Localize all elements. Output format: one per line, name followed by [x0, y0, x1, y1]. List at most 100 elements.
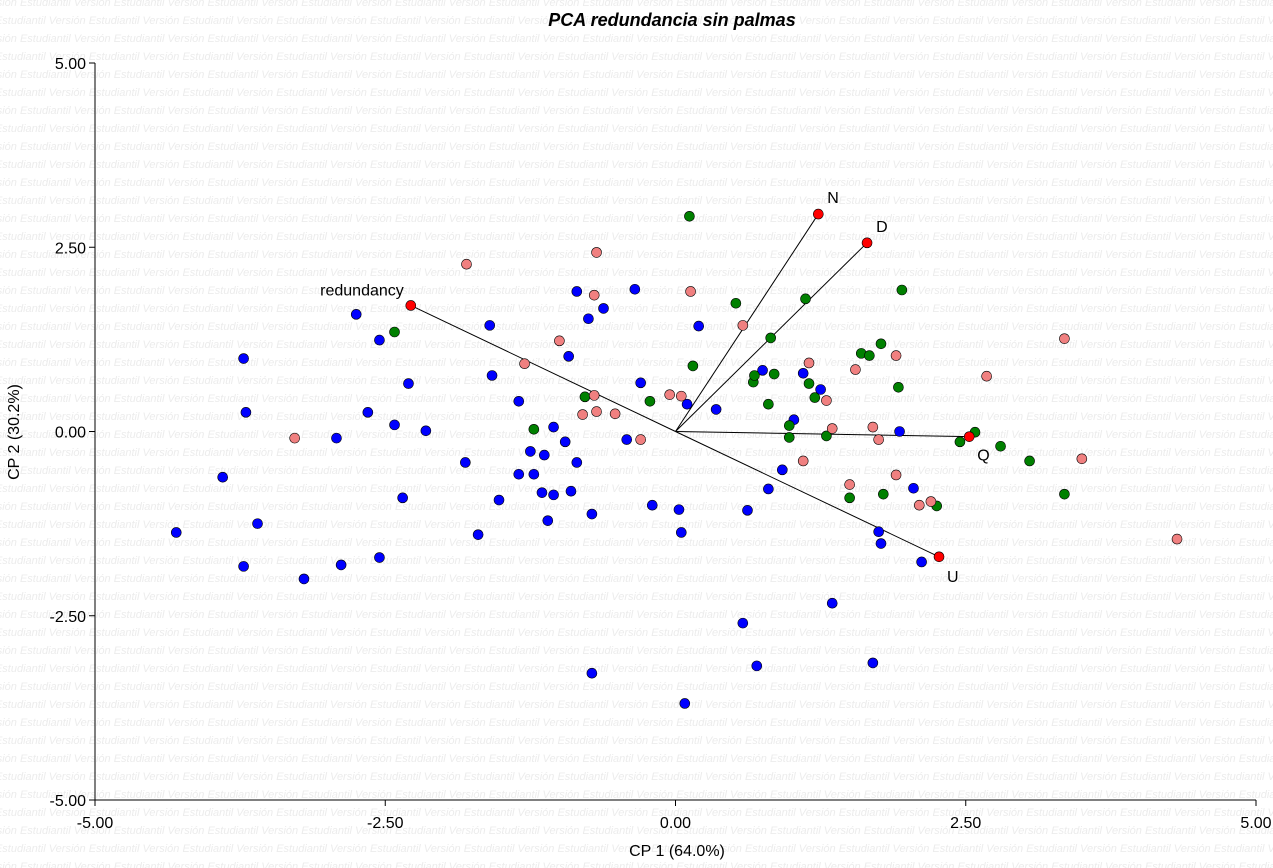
data-point-green	[800, 293, 811, 305]
data-point-blue	[875, 538, 887, 549]
data-points	[170, 210, 1183, 709]
vector-line	[675, 431, 940, 558]
y-axis-label: CP 2 (30.2%)	[6, 384, 23, 480]
data-point-blue	[484, 320, 496, 331]
data-point-pink	[873, 434, 884, 445]
data-point-blue	[397, 492, 408, 504]
data-point-blue	[420, 425, 432, 437]
data-point-pink	[821, 395, 832, 406]
data-point-blue	[403, 378, 414, 389]
x-tick-label: -2.50	[367, 815, 404, 832]
data-point-green	[893, 381, 904, 393]
vector-point	[933, 551, 945, 563]
y-tick-label: -2.50	[50, 609, 87, 626]
data-point-blue	[586, 508, 598, 520]
vector-label: redundancy	[320, 282, 404, 299]
vector-point	[813, 208, 824, 220]
y-tick-label: 2.50	[55, 240, 86, 257]
data-point-green	[389, 326, 400, 338]
data-point-green	[875, 338, 887, 350]
x-axis-label: CP 1 (64.0%)	[629, 843, 725, 860]
data-point-blue	[559, 436, 571, 448]
data-point-blue	[681, 398, 693, 410]
data-point-blue	[621, 434, 633, 445]
data-point-blue	[238, 353, 249, 364]
data-point-blue	[513, 468, 525, 480]
vector-label: U	[947, 569, 959, 586]
data-point-green	[1024, 455, 1035, 467]
y-tick-label: -5.00	[50, 793, 87, 810]
data-point-blue	[374, 552, 385, 563]
data-point-pink	[737, 320, 749, 331]
data-point-green	[995, 440, 1006, 452]
data-point-blue	[757, 365, 768, 376]
data-point-blue	[362, 407, 374, 418]
data-point-blue	[542, 515, 554, 526]
y-tick-label: 5.00	[55, 56, 86, 73]
data-point-pink	[826, 423, 838, 434]
data-point-blue	[460, 457, 471, 468]
data-point-green	[749, 370, 760, 381]
data-point-green	[821, 430, 832, 442]
data-point-green	[1059, 488, 1070, 500]
data-point-blue	[374, 334, 385, 346]
vector-line	[410, 305, 676, 432]
data-point-blue	[742, 505, 753, 516]
data-point-blue	[586, 667, 598, 679]
data-point-blue	[763, 483, 774, 495]
data-point-pink	[588, 390, 600, 401]
data-point-green	[768, 368, 780, 380]
data-point-blue	[867, 657, 879, 669]
vector-lines	[410, 213, 970, 558]
x-tick-label: -5.00	[77, 815, 114, 832]
vector-point	[861, 237, 873, 249]
vector-point	[963, 431, 975, 442]
data-point-pink	[803, 357, 815, 369]
data-point-blue	[528, 468, 540, 480]
data-point-green	[579, 391, 591, 403]
data-point-blue	[777, 464, 788, 476]
data-point-green	[896, 284, 908, 296]
data-point-pink	[676, 390, 687, 402]
data-point-blue	[472, 529, 484, 540]
x-tick-label: 5.00	[1240, 815, 1271, 832]
data-point-pink	[685, 286, 696, 297]
data-point-green	[864, 350, 875, 361]
data-point-blue	[908, 482, 919, 494]
data-point-pink	[519, 358, 530, 369]
data-point-blue	[571, 457, 583, 468]
data-point-green	[684, 210, 695, 222]
data-point-pink	[664, 389, 675, 400]
vector-label: D	[876, 219, 888, 236]
data-point-blue	[331, 432, 342, 444]
data-point-blue	[635, 377, 646, 389]
data-point-green	[783, 420, 795, 431]
data-point-blue	[548, 489, 559, 501]
x-tick-label: 0.00	[660, 815, 691, 832]
data-point-pink	[981, 370, 992, 382]
vector-label: N	[827, 190, 839, 207]
data-point-blue	[493, 494, 505, 506]
vector-point	[405, 300, 417, 311]
data-point-blue	[673, 504, 685, 515]
data-point-pink	[609, 408, 621, 420]
data-point-pink	[1059, 333, 1070, 344]
data-point-blue	[240, 407, 252, 418]
data-point-blue	[298, 573, 310, 585]
data-point-blue	[916, 556, 927, 568]
data-point-pink	[591, 247, 602, 258]
chart-title: PCA redundancia sin palmas	[548, 10, 795, 30]
data-point-blue	[797, 367, 809, 379]
data-point-pink	[588, 289, 600, 301]
data-point-blue	[646, 499, 658, 511]
data-point-blue	[629, 283, 641, 295]
data-point-blue	[894, 426, 905, 437]
data-point-pink	[461, 258, 472, 270]
data-point-blue	[238, 561, 249, 572]
data-point-blue	[389, 419, 400, 431]
data-point-blue	[513, 395, 525, 407]
data-point-pink	[1076, 453, 1088, 465]
data-point-pink	[850, 364, 861, 375]
